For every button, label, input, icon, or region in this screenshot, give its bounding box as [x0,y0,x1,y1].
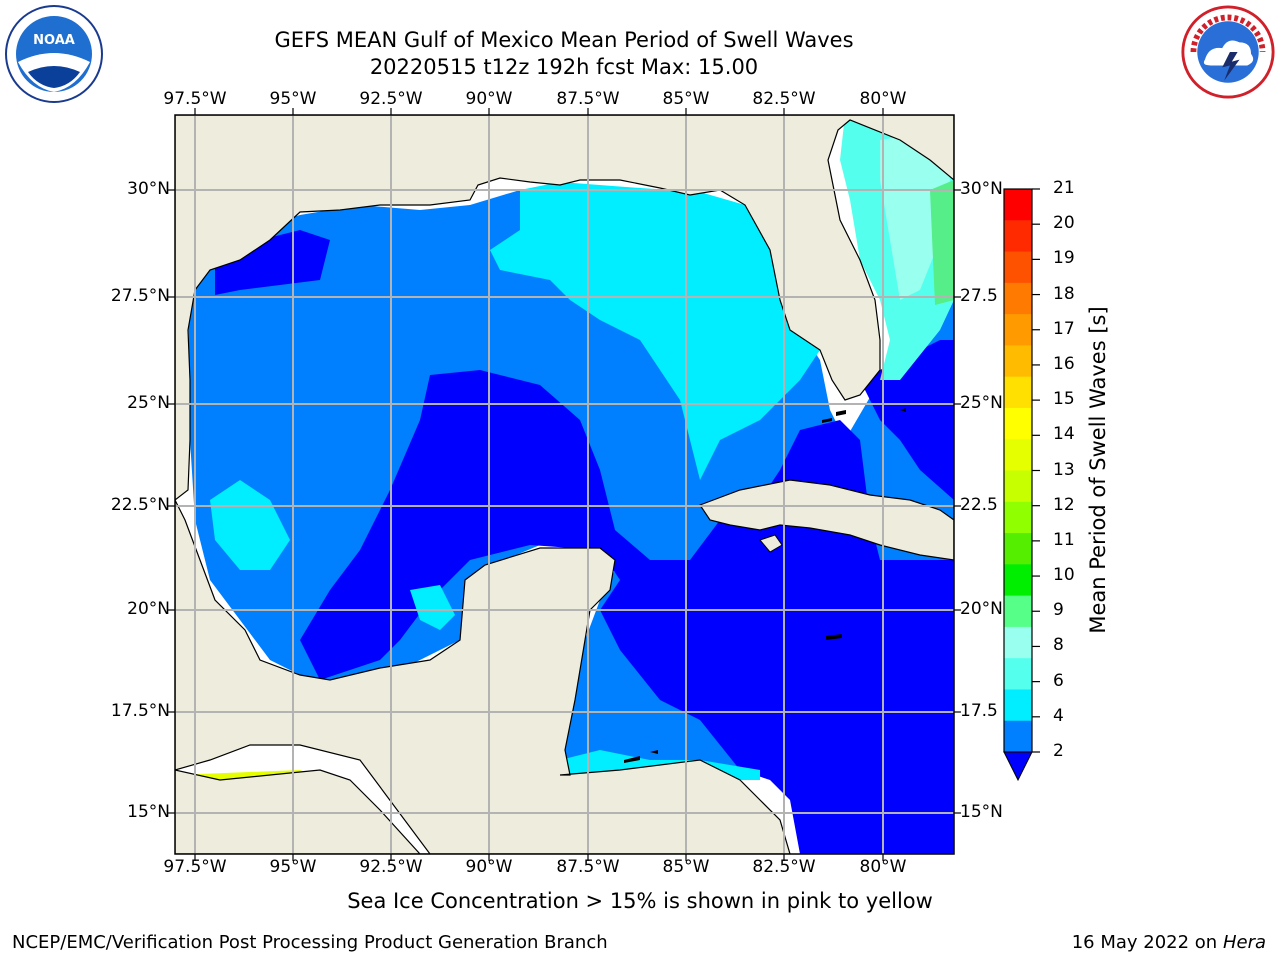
lat-label-left: 30°N [127,179,170,199]
svg-text:NOAA: NOAA [33,33,75,48]
colorbar-swatch [1004,345,1032,378]
lon-label-top: 87.5°W [556,89,620,109]
lat-label-left: 15°N [127,802,170,822]
land-bahamas [822,408,906,423]
colorbar-tick-label: 17 [1053,318,1075,339]
colorbar-swatch [1004,189,1032,221]
land-gulf-coast [175,115,954,501]
lat-label-right: 15°N [960,802,1003,822]
lon-label-top: 82.5°W [752,89,816,109]
swell-field-atlantic-8-9s [880,130,950,300]
colorbar-swatch [1004,251,1032,284]
sea-ice-note: Sea Ice Concentration > 15% is shown in … [347,889,933,913]
lon-label-top: 95°W [269,89,317,109]
lon-label-bottom: 80°W [859,857,907,877]
lon-label-bottom: 90°W [465,857,513,877]
lon-label-top: 85°W [662,89,710,109]
chart-title: GEFS MEAN Gulf of Mexico Mean Period of … [274,28,854,52]
colorbar-tick-label: 2 [1053,741,1064,761]
lon-label-bottom: 85°W [662,857,710,877]
nws-logo [1181,5,1275,99]
lon-label-top: 80°W [859,89,907,109]
colorbar-swatch [1004,282,1032,315]
colorbar-tick-label: 4 [1053,705,1064,726]
lon-label-bottom: 92.5°W [359,857,423,877]
land-cuba [699,479,954,561]
lon-label-top: 97.5°W [163,89,227,109]
map-tick-marks [168,108,961,861]
swell-field-4-6s-northeast [490,182,820,480]
colorbar-swatch [1004,595,1032,628]
footer-host: Hera [1222,932,1266,953]
lon-label-top: 92.5°W [359,89,423,109]
lon-label-bottom: 87.5°W [556,857,620,877]
lat-label-left: 22.5°N [110,495,170,515]
swell-field-4-6s-bay [410,585,455,630]
lon-label-bottom: 95°W [269,857,317,877]
colorbar-tick-label: 16 [1053,353,1075,374]
colorbar-swatch [1004,407,1032,440]
colorbar-tick-label: 18 [1053,283,1075,304]
map-gridlines [175,115,954,854]
lat-label-left: 20°N [127,599,170,619]
colorbar-swatch [1004,564,1032,597]
colorbar-tick-label: 8 [1053,635,1064,656]
land-jamaica [826,634,842,640]
map-frame [174,114,955,855]
lat-label-right: 17.5 [960,701,998,721]
colorbar-tick-label: 15 [1053,389,1075,410]
lat-label-right: 22.5 [960,495,998,515]
map-area [175,115,954,854]
footer-credit: NCEP/EMC/Verification Post Processing Pr… [12,932,608,953]
lon-label-top: 90°W [465,89,513,109]
colorbar-tick-label: 13 [1053,459,1075,480]
lat-label-right: 20°N [960,599,1003,619]
colorbar-swatch [1004,720,1032,753]
noaa-logo: NOAA [5,5,103,103]
swell-field-atlantic-9-10s [930,180,954,305]
colorbar-tick-label: 14 [1053,424,1075,445]
colorbar-swatch [1004,626,1032,659]
land-honduras-islands [624,750,658,763]
colorbar-swatch [1004,376,1032,409]
colorbar-swatch [1004,533,1032,565]
chart-subtitle: 20220515 t12z 192h fcst Max: 15.00 [369,55,759,79]
lat-label-left: 27.5°N [110,286,170,306]
colorbar [1004,188,1040,753]
colorbar-tick-label: 10 [1053,565,1075,586]
colorbar-label: Mean Period of Swell Waves [s] [1086,306,1110,634]
lat-label-right: 30°N [960,179,1003,199]
colorbar-tick-label: 11 [1053,529,1075,550]
lon-label-bottom: 97.5°W [163,857,227,877]
land-isla-juventud [759,534,783,553]
colorbar-swatch [1004,689,1032,722]
colorbar-swatch [1004,658,1032,690]
lat-label-left: 17.5°N [110,701,170,721]
lat-label-right: 25°N [960,393,1003,413]
footer-date: 16 May 2022 on Hera [1071,932,1266,953]
colorbar-tick-label: 19 [1053,248,1075,269]
lat-label-left: 25°N [127,393,170,413]
colorbar-tick-label: 12 [1053,494,1075,515]
colorbar-under-triangle [1003,751,1033,782]
colorbar-swatch [1004,501,1032,534]
colorbar-tick-label: 20 [1053,213,1075,234]
swell-field-4-6s-west [210,480,290,570]
lon-label-bottom: 82.5°W [752,857,816,877]
colorbar-tick-label: 21 [1053,178,1075,198]
land-mexico-south [175,499,791,854]
colorbar-swatch [1004,470,1032,503]
colorbar-swatch [1004,220,1032,253]
colorbar-tick-label: 6 [1053,670,1064,691]
lat-label-right: 27.5 [960,286,998,306]
colorbar-swatch [1004,439,1032,471]
colorbar-frame [1003,188,1033,753]
colorbar-swatch [1004,314,1032,346]
colorbar-tick-label: 9 [1053,600,1064,621]
